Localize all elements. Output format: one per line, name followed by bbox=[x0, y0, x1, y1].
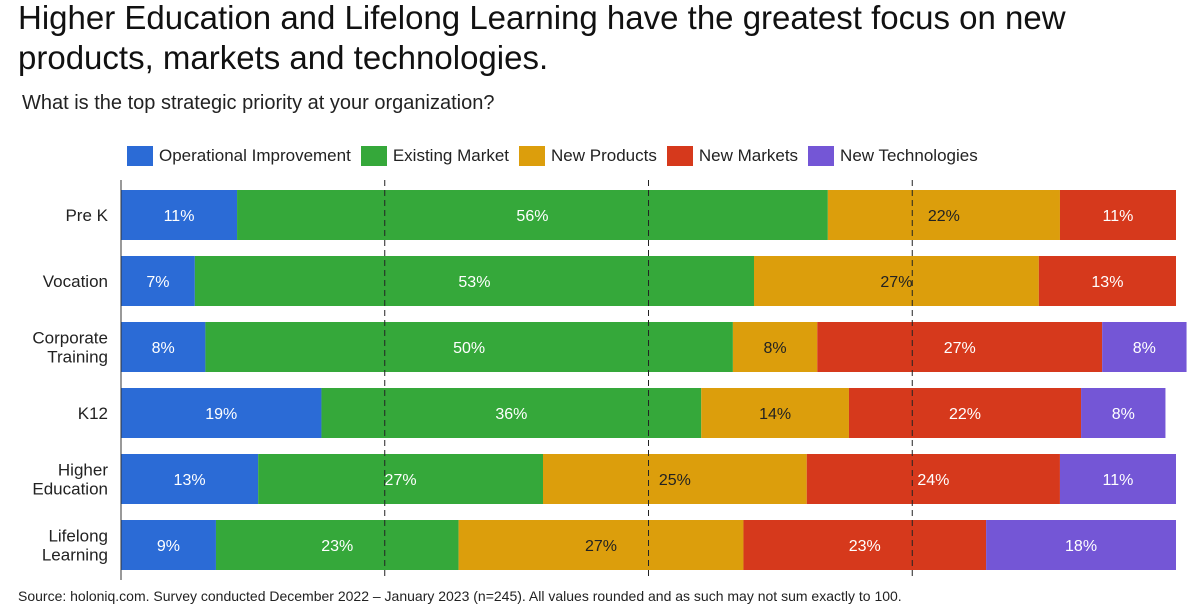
bar-segment bbox=[1102, 322, 1187, 372]
source-note: Source: holoniq.com. Survey conducted De… bbox=[18, 588, 902, 604]
category-label: Lifelong bbox=[48, 527, 108, 546]
legend-label: Operational Improvement bbox=[159, 146, 351, 165]
category-label: Training bbox=[47, 348, 108, 367]
bar-segment bbox=[121, 322, 206, 372]
bar-value-label: 27% bbox=[880, 274, 912, 291]
bar-segment bbox=[754, 256, 1039, 306]
bar-value-label: 8% bbox=[1112, 406, 1135, 423]
bar-segment bbox=[237, 190, 828, 240]
bar-segment bbox=[121, 388, 322, 438]
legend-item: New Technologies bbox=[808, 146, 978, 166]
bar-value-label: 22% bbox=[928, 208, 960, 225]
legend-item: New Markets bbox=[666, 146, 799, 166]
bar-segment bbox=[701, 388, 849, 438]
legend-item: Existing Market bbox=[360, 146, 510, 166]
bar-segment bbox=[827, 190, 1060, 240]
chart-title: Higher Education and Lifelong Learning h… bbox=[18, 0, 1066, 76]
legend-label: Existing Market bbox=[392, 146, 510, 165]
bar-value-label: 27% bbox=[944, 340, 976, 357]
legend-swatch bbox=[808, 146, 835, 166]
bar-segment bbox=[1059, 190, 1176, 240]
bar-value-label: 14% bbox=[759, 406, 791, 423]
bar-segment bbox=[848, 388, 1082, 438]
bar-value-label: 25% bbox=[659, 472, 691, 489]
bar-value-label: 11% bbox=[164, 208, 195, 225]
legend-swatch bbox=[360, 146, 387, 166]
category-label: Corporate bbox=[32, 329, 108, 348]
bar-value-label: 27% bbox=[385, 472, 417, 489]
bar-segment bbox=[1081, 388, 1166, 438]
legend-label: New Products bbox=[551, 146, 657, 165]
bar-value-label: 36% bbox=[495, 406, 527, 423]
bar-value-label: 56% bbox=[516, 208, 548, 225]
bar-segment bbox=[121, 190, 238, 240]
legend-item: New Products bbox=[519, 146, 657, 166]
bar-segment bbox=[806, 454, 1060, 504]
bar-segment bbox=[194, 256, 755, 306]
legend-label: New Markets bbox=[698, 146, 799, 165]
category-label: Learning bbox=[42, 546, 108, 565]
bar-value-label: 19% bbox=[205, 406, 237, 423]
bar-value-label: 11% bbox=[1103, 472, 1134, 489]
category-label: Pre K bbox=[65, 206, 108, 225]
bar-segment bbox=[543, 454, 807, 504]
bar-segment bbox=[215, 520, 459, 570]
legend-swatch bbox=[666, 146, 693, 166]
category-label: Vocation bbox=[43, 272, 108, 291]
bar-value-label: 22% bbox=[949, 406, 981, 423]
bar-value-label: 23% bbox=[849, 538, 881, 555]
bar-value-label: 18% bbox=[1065, 538, 1097, 555]
bar-segment bbox=[1038, 256, 1176, 306]
bar-value-label: 8% bbox=[152, 340, 175, 357]
bar-segment bbox=[986, 520, 1176, 570]
legend-swatch bbox=[127, 146, 153, 166]
bar-value-label: 23% bbox=[321, 538, 353, 555]
bar-value-label: 27% bbox=[585, 538, 617, 555]
bar-value-label: 7% bbox=[146, 274, 169, 291]
category-label: Higher bbox=[58, 461, 108, 480]
legend-label: New Technologies bbox=[840, 146, 978, 165]
bar-segment bbox=[458, 520, 744, 570]
bar-value-label: 11% bbox=[1103, 208, 1134, 225]
chart-subtitle: What is the top strategic priority at yo… bbox=[22, 92, 495, 114]
bar-segment bbox=[743, 520, 987, 570]
bar-value-label: 8% bbox=[1133, 340, 1156, 357]
bar-segment bbox=[817, 322, 1103, 372]
bar-segment bbox=[121, 256, 195, 306]
bar-value-label: 8% bbox=[764, 340, 787, 357]
bar-value-label: 53% bbox=[458, 274, 490, 291]
bar-segment bbox=[121, 520, 216, 570]
bar-segment bbox=[732, 322, 818, 372]
chart-legend: Operational Improvement Existing Market Ne… bbox=[127, 144, 988, 168]
bar-value-label: 9% bbox=[157, 538, 180, 555]
category-label: Education bbox=[32, 480, 108, 499]
bar-value-label: 50% bbox=[453, 340, 485, 357]
category-label: K12 bbox=[78, 404, 108, 423]
bar-segment bbox=[1059, 454, 1176, 504]
bar-segment bbox=[205, 322, 733, 372]
bar-value-label: 13% bbox=[174, 472, 206, 489]
bar-segment bbox=[121, 454, 259, 504]
legend-swatch bbox=[519, 146, 546, 166]
legend-item: Operational Improvement bbox=[127, 146, 351, 166]
bar-value-label: 24% bbox=[917, 472, 949, 489]
bar-segment bbox=[258, 454, 543, 504]
bar-value-label: 13% bbox=[1091, 274, 1123, 291]
